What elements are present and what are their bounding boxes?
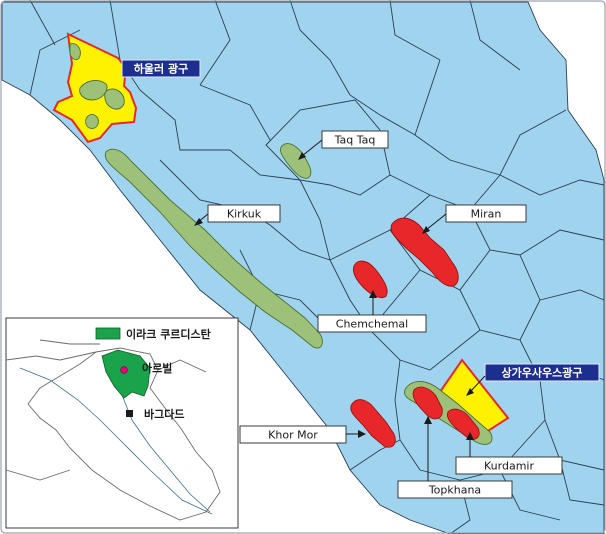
inset-border-west	[5, 351, 97, 361]
taq-taq-label-text: Taq Taq	[334, 134, 376, 147]
erbil-marker	[120, 366, 128, 374]
topkhana-label-text: Topkhana	[428, 484, 481, 497]
kirkuk-field	[104, 148, 323, 349]
kurdistan-region	[101, 349, 151, 399]
kurdistan-legend-label: 이라크 쿠르디스탄	[126, 327, 211, 341]
kurdistan-legend-swatch	[95, 327, 121, 340]
topkhana-label: Topkhana	[397, 416, 513, 499]
khor-mor-field	[350, 399, 396, 448]
hawler-field-2	[104, 88, 125, 110]
baghdad-label: 바그다드	[144, 407, 184, 421]
chemchemal-label: Chemchemal	[317, 290, 427, 333]
kurdamir-label-text: Kurdamir	[484, 460, 534, 473]
miran-field	[390, 217, 459, 287]
euphrates-river	[19, 367, 213, 515]
miran-label: Miran	[422, 204, 527, 234]
hawler-label-text: 하울러 광구	[134, 62, 188, 76]
baghdad-marker	[126, 410, 133, 417]
sangaw-south-label: 상가우사우스광구	[466, 363, 600, 396]
hawler-field-3	[85, 113, 99, 129]
inset-frame	[5, 317, 239, 529]
kurdamir-field	[446, 408, 480, 440]
iraq-inset-map: 이라크 쿠르디스탄 아르빌 바그다드	[5, 317, 239, 529]
sangaw-south-label-text: 상가우사우스광구	[502, 366, 583, 380]
khor-mor-label: Khor Mor	[239, 425, 366, 444]
kirkuk-label: Kirkuk	[194, 204, 281, 226]
inset-border-south	[5, 469, 71, 481]
iraq-border	[27, 347, 221, 521]
hawler-field-4	[69, 43, 81, 61]
khor-mor-label-text: Khor Mor	[268, 429, 318, 442]
inset-border-east	[157, 359, 207, 373]
hawler-label: 하울러 광구	[121, 59, 201, 78]
miran-label-text: Miran	[471, 208, 502, 221]
taq-taq-label: Taq Taq	[298, 130, 389, 160]
taq-taq-field	[279, 143, 312, 179]
chemchemal-field	[353, 260, 388, 299]
erbil-label: 아르빌	[142, 361, 172, 375]
inset-border-north	[39, 339, 100, 345]
kurdamir-label: Kurdamir	[455, 432, 563, 475]
hawler-field-1	[79, 80, 108, 101]
kirkuk-label-text: Kirkuk	[227, 208, 262, 221]
chemchemal-label-text: Chemchemal	[336, 318, 408, 331]
topkhana-field	[412, 386, 443, 420]
